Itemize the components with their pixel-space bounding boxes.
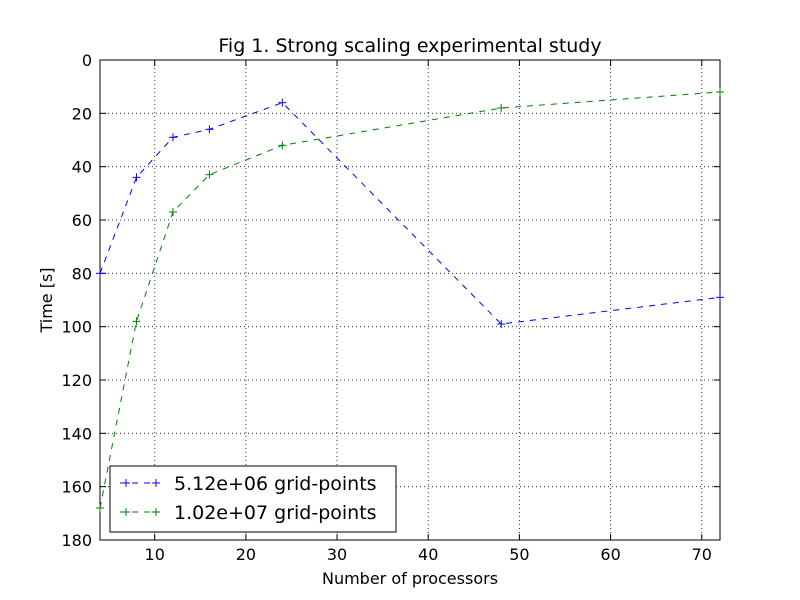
axes: 10 20 30 40 50 60 70 0 20 40 60 80 100 120 140 160 180 (61, 51, 721, 564)
data-point (168, 133, 177, 142)
data-point (96, 269, 104, 278)
chart-title: Fig 1. Strong scaling experimental study (218, 35, 601, 57)
data-point (497, 104, 506, 112)
data-point (716, 293, 724, 302)
y-tick-label: 160 (61, 478, 92, 497)
x-tick-label: 60 (600, 545, 620, 564)
y-tick-label: 60 (72, 211, 92, 230)
y-tick-label: 180 (61, 531, 92, 550)
legend: 5.12e+06 grid-points 1.02e+07 grid-points (109, 465, 397, 533)
legend-label: 1.02e+07 grid-points (174, 502, 377, 524)
legend-entry: 1.02e+07 grid-points (120, 502, 377, 524)
y-tick-label: 100 (61, 318, 92, 337)
x-axis-title: Number of processors (322, 569, 498, 588)
x-tick-label: 30 (327, 545, 347, 564)
y-axis-title: Time [s] (37, 267, 56, 333)
data-point (716, 88, 724, 96)
y-tick-label: 120 (61, 371, 92, 390)
data-point (96, 504, 104, 512)
data-point (278, 98, 287, 107)
data-point (205, 170, 214, 179)
data-point (132, 173, 141, 182)
series-2 (96, 88, 724, 512)
legend-box (109, 465, 397, 533)
series-1 (96, 98, 724, 328)
y-tick-label: 40 (72, 158, 92, 177)
data-point (205, 125, 214, 134)
y-tick-label: 20 (72, 104, 92, 123)
series-layer (96, 88, 724, 512)
x-tick-label: 40 (418, 545, 438, 564)
x-tick-label: 50 (509, 545, 529, 564)
y-tick-label: 140 (61, 424, 92, 443)
legend-entry: 5.12e+06 grid-points (120, 473, 377, 495)
y-tick-label: 0 (82, 51, 92, 70)
data-point (278, 141, 287, 150)
x-tick-label: 10 (145, 545, 165, 564)
data-point (168, 208, 177, 216)
data-point (497, 320, 506, 328)
data-point (132, 317, 141, 326)
x-tick-label: 70 (692, 545, 712, 564)
y-tick-label: 80 (72, 264, 92, 283)
legend-label: 5.12e+06 grid-points (174, 473, 377, 495)
x-tick-label: 20 (236, 545, 256, 564)
